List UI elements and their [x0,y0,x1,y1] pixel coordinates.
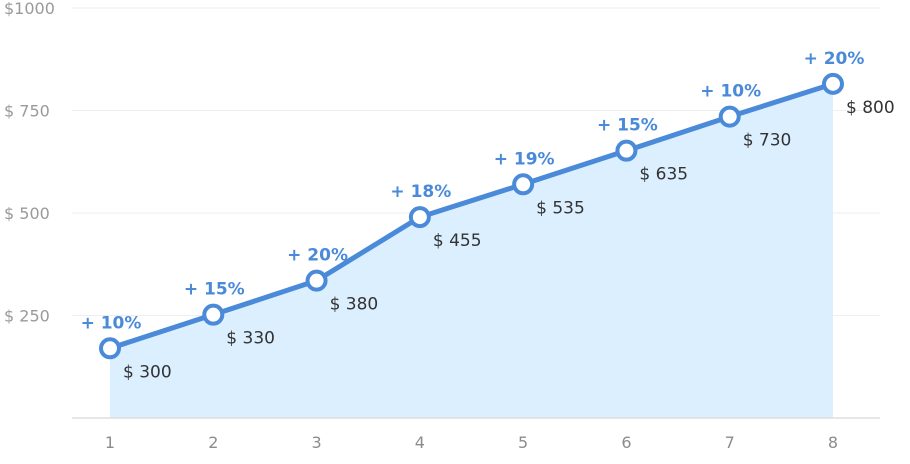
value-label: $ 535 [536,198,585,218]
change-label: + 18% [390,182,451,202]
y-axis-ticks: $ 250 $ 500 $ 750 $1000 [4,0,55,326]
series-line [107,81,836,351]
y-tick-label: $ 250 [4,307,50,326]
data-point [615,139,638,162]
change-label: + 19% [494,149,555,169]
value-label: $ 380 [330,295,379,315]
value-label: $ 330 [226,329,275,349]
change-label: + 10% [700,82,761,102]
data-point [305,269,328,292]
data-point [718,105,741,128]
data-point [822,72,844,95]
area-fill [110,83,833,418]
x-tick-label: 6 [621,433,631,452]
change-label: + 15% [184,280,245,300]
change-label: + 20% [287,246,348,266]
data-points [99,72,844,360]
value-label: $ 635 [639,165,688,185]
data-point [408,206,431,229]
value-label: $ 730 [743,131,792,151]
x-tick-label: 5 [518,433,528,452]
x-tick-label: 7 [725,433,735,452]
value-label: $ 455 [433,231,482,251]
y-tick-label: $ 500 [4,204,50,223]
change-label: + 10% [81,313,142,333]
data-point [202,303,225,326]
value-label: $ 800 [846,98,895,118]
x-tick-label: 2 [208,433,218,452]
data-point [512,173,535,196]
change-label: + 15% [597,116,658,136]
x-tick-label: 3 [311,433,321,452]
x-tick-label: 1 [105,433,115,452]
y-tick-label: $1000 [4,0,55,18]
x-axis-ticks: 1 2 3 4 5 6 7 8 [105,433,838,452]
change-label: + 20% [804,49,865,69]
x-tick-label: 8 [828,433,838,452]
data-point [99,337,121,360]
value-label: $ 300 [123,362,172,382]
x-tick-label: 4 [415,433,425,452]
data-labels: + 10% $ 300 + 15% $ 330 + 20% $ 380 + 18% $ 455… [81,49,895,382]
y-tick-label: $ 750 [4,102,50,121]
